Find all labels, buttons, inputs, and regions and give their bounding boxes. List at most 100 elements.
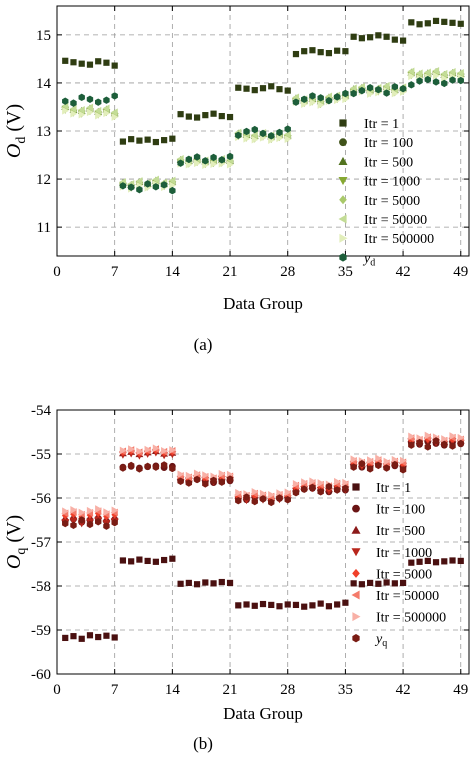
- series-8: [62, 437, 464, 530]
- legend-label-main: y: [374, 632, 383, 647]
- y-tick-label: -54: [31, 403, 51, 419]
- data-point: [334, 601, 341, 608]
- data-point: [218, 578, 225, 586]
- data-point: [95, 633, 102, 641]
- data-point: [292, 50, 300, 58]
- data-point: [62, 97, 69, 105]
- data-point: [95, 98, 102, 106]
- data-point: [235, 131, 242, 140]
- data-point: [169, 446, 177, 454]
- data-point: [144, 462, 151, 471]
- data-point: [449, 432, 457, 440]
- data-point: [366, 84, 374, 92]
- data-point: [424, 557, 431, 565]
- data-point: [268, 498, 275, 507]
- legend: Itr = 1 Itr = 100 Itr = 500 Itr = 1000 Itr =…: [338, 117, 434, 268]
- legend-label: Itr = 500000: [376, 611, 446, 626]
- x-tick-label: 0: [53, 682, 61, 698]
- data-point: [448, 67, 456, 76]
- data-point: [309, 483, 316, 492]
- data-point: [95, 518, 102, 526]
- data-point: [391, 36, 398, 43]
- data-point: [408, 432, 416, 441]
- data-point: [119, 182, 127, 190]
- legend-marker: [352, 634, 360, 643]
- data-point: [292, 489, 300, 497]
- data-point: [407, 67, 415, 76]
- legend-marker: [339, 233, 348, 243]
- data-point: [391, 580, 398, 587]
- legend-marker: [338, 177, 348, 186]
- legend-label-main: y: [362, 251, 371, 266]
- data-point: [342, 478, 350, 487]
- data-point: [408, 81, 415, 89]
- data-point: [128, 445, 136, 454]
- legend-label: Itr = 5000: [364, 194, 420, 209]
- data-point: [367, 579, 374, 587]
- data-point: [408, 559, 415, 566]
- legend-item: Itr = 1000: [338, 175, 420, 190]
- data-point: [457, 557, 464, 565]
- data-point: [78, 516, 85, 524]
- x-tick-label: 35: [338, 682, 353, 698]
- data-point: [62, 634, 69, 642]
- data-point: [86, 108, 94, 117]
- data-point: [69, 517, 78, 525]
- legend-item: yq: [352, 632, 387, 649]
- data-point: [251, 487, 259, 496]
- data-point: [309, 47, 316, 54]
- data-point: [119, 138, 127, 145]
- data-point: [169, 135, 176, 142]
- data-point: [358, 581, 365, 588]
- data-point: [161, 447, 168, 455]
- data-point: [127, 461, 135, 470]
- data-point: [276, 86, 283, 93]
- data-point: [226, 579, 234, 587]
- data-point: [416, 21, 423, 28]
- data-point: [243, 493, 250, 501]
- data-point: [86, 632, 94, 639]
- data-point: [449, 76, 456, 84]
- x-tick-label: 21: [223, 264, 238, 280]
- data-point: [367, 34, 374, 41]
- legend-marker: [338, 156, 348, 165]
- data-point: [218, 469, 226, 478]
- data-point: [210, 476, 217, 485]
- data-point: [301, 478, 309, 487]
- data-point: [193, 475, 201, 484]
- data-point: [77, 105, 85, 114]
- legend-marker: [351, 548, 361, 557]
- legend-label: Itr = 1: [364, 117, 399, 132]
- data-point: [325, 97, 333, 105]
- data-point: [136, 137, 143, 144]
- data-point: [457, 20, 464, 27]
- data-point: [128, 558, 135, 565]
- legend-label: Itr = 500000: [364, 232, 434, 247]
- data-point: [309, 98, 317, 107]
- data-point: [441, 79, 448, 88]
- data-point: [169, 186, 176, 195]
- y-tick-label: 11: [37, 220, 51, 236]
- data-point: [317, 479, 325, 487]
- legend-label: Itr = 500: [364, 155, 413, 170]
- legend-item: Itr = 50000: [338, 213, 427, 228]
- data-point: [161, 137, 168, 144]
- data-point: [349, 84, 357, 93]
- data-point: [350, 33, 357, 40]
- x-axis-label: Data Group: [223, 294, 303, 313]
- x-tick-label: 35: [338, 264, 353, 280]
- data-point: [111, 92, 118, 100]
- data-point: [382, 81, 390, 90]
- data-point: [119, 446, 127, 455]
- data-point: [383, 579, 390, 586]
- data-point: [251, 135, 259, 144]
- legend-label: Itr = 1: [376, 481, 411, 496]
- data-point: [259, 85, 267, 92]
- data-point: [210, 153, 217, 162]
- data-point: [168, 176, 176, 185]
- data-point: [284, 601, 291, 608]
- data-point: [226, 475, 234, 483]
- data-point: [432, 67, 440, 75]
- y-axis-label-main: O: [3, 144, 25, 158]
- data-point: [152, 175, 159, 184]
